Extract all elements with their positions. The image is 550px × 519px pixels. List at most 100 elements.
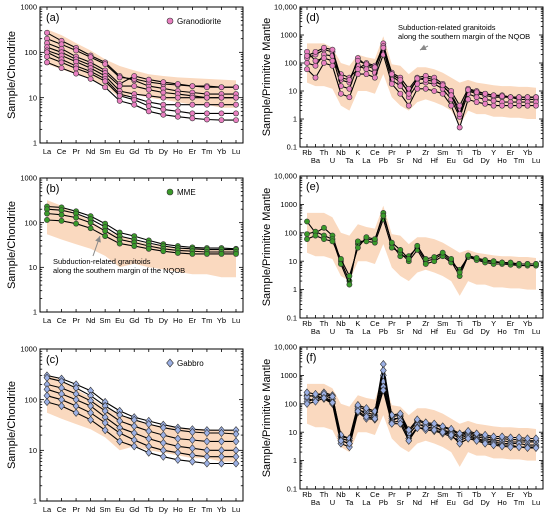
data-point (145, 86, 152, 93)
data-point (405, 436, 413, 445)
data-point (159, 452, 167, 461)
data-point (232, 437, 240, 446)
data-point (414, 75, 421, 82)
data-point (204, 116, 210, 123)
data-point (329, 62, 336, 69)
category-label: Eu (115, 147, 124, 156)
category-label: Th (320, 490, 329, 499)
category-label: Yb (217, 505, 226, 514)
data-point (116, 97, 123, 104)
category-label: Y (491, 319, 496, 328)
y-tick-label: 10 (29, 446, 37, 455)
category-label: Sm (437, 490, 448, 499)
y-tick-label: 1000 (280, 200, 297, 209)
data-point (405, 90, 412, 97)
data-point (396, 409, 404, 418)
category-label: Lu (232, 505, 240, 514)
data-point (44, 29, 50, 36)
category-label: La (362, 498, 371, 507)
series-line-2 (306, 47, 536, 119)
category-label: Nb (336, 319, 346, 328)
data-point (102, 78, 109, 85)
data-point (312, 232, 319, 239)
category-label: Pr (388, 148, 396, 157)
data-point (304, 52, 310, 59)
series-line-5 (306, 370, 536, 440)
category-label: La (362, 327, 371, 336)
data-point (203, 437, 211, 446)
data-point (116, 74, 123, 81)
data-point (533, 102, 539, 109)
data-point (354, 407, 362, 416)
data-point (397, 90, 404, 97)
data-point (189, 101, 196, 108)
category-label: Dy (481, 156, 490, 165)
data-point (430, 425, 438, 435)
series-line-6 (306, 388, 536, 449)
y-tick-label: 100 (284, 399, 297, 408)
data-point (473, 255, 480, 261)
data-point (464, 434, 472, 443)
data-point (498, 442, 506, 451)
data-point (44, 53, 50, 60)
data-point (218, 437, 225, 446)
category-label: Tb (144, 505, 153, 514)
data-point (447, 430, 455, 440)
category-label: Ho (497, 327, 507, 336)
y-tick-label: 10 (289, 257, 297, 266)
category-label: Sm (100, 316, 111, 325)
category-label: Lu (532, 327, 540, 336)
data-point (321, 44, 327, 51)
category-label: Nd (86, 316, 96, 325)
series-line-4 (306, 52, 536, 130)
data-point (174, 250, 181, 256)
data-point (43, 397, 51, 407)
category-label: Rb (302, 319, 312, 328)
data-point (439, 428, 447, 437)
data-point (174, 426, 182, 435)
y-tick-label: 10 (29, 93, 37, 102)
category-label: Nd (412, 498, 422, 507)
axis-frame (39, 6, 244, 144)
category-label: U (330, 156, 335, 165)
data-point (422, 423, 430, 433)
category-label: Dy (159, 505, 168, 514)
data-point (174, 94, 181, 101)
category-label: Yb (523, 319, 532, 328)
category-label: Y (491, 148, 496, 157)
data-point (362, 404, 370, 413)
data-point (490, 441, 497, 450)
data-point (321, 55, 327, 61)
y-tick-label: 1000 (20, 3, 37, 12)
data-point (130, 442, 138, 451)
axis-frame (299, 175, 544, 319)
category-label: Dy (481, 327, 490, 336)
category-label: Ho (497, 498, 507, 507)
category-label: Y (491, 490, 496, 499)
data-point (218, 250, 225, 257)
data-point (44, 59, 50, 66)
data-point (87, 219, 94, 226)
category-label: U (330, 327, 335, 336)
data-point (73, 220, 79, 227)
data-point (233, 84, 239, 91)
category-label: Gd (463, 156, 473, 165)
data-point (44, 217, 50, 223)
data-point (101, 426, 109, 435)
data-point (188, 435, 196, 445)
data-point (346, 85, 353, 92)
data-point (218, 428, 225, 438)
data-point (145, 108, 152, 115)
data-point (431, 88, 438, 94)
data-point (414, 85, 421, 92)
category-label: Gd (463, 498, 473, 507)
category-label: K (355, 148, 360, 157)
category-label: Eu (115, 316, 124, 325)
data-point (533, 261, 539, 267)
data-point (116, 428, 124, 438)
category-label: Ce (57, 147, 67, 156)
data-point (363, 66, 370, 73)
panel-label: (c) (46, 354, 59, 366)
category-label: Ba (311, 498, 321, 507)
series-line-4 (306, 386, 536, 448)
